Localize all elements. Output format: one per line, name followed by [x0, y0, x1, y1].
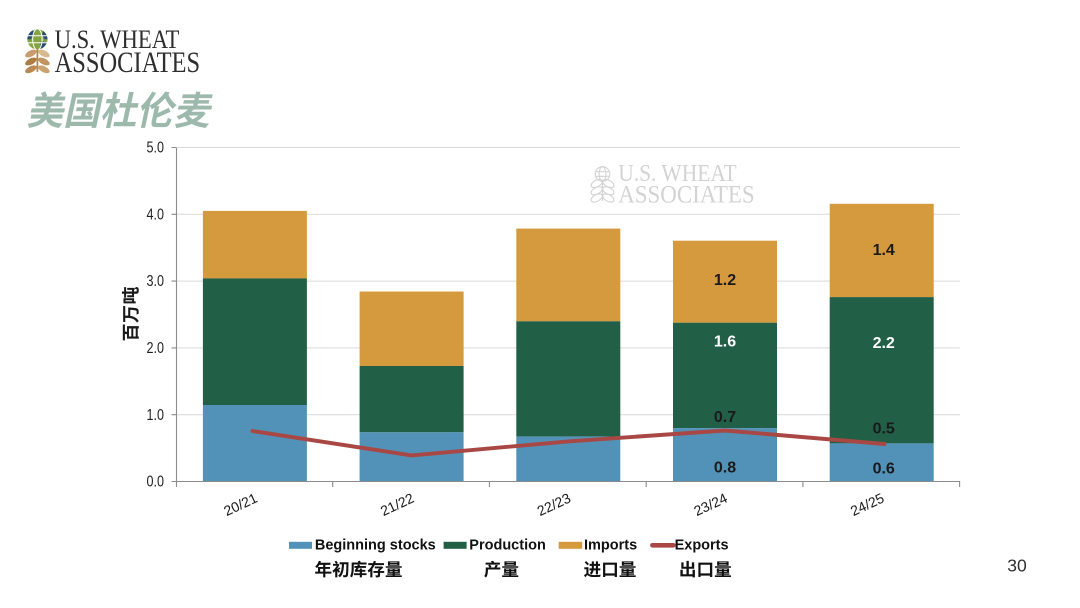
svg-text:30: 30 — [1007, 556, 1027, 576]
svg-text:1.2: 1.2 — [714, 272, 736, 289]
svg-text:1.4: 1.4 — [873, 242, 895, 259]
svg-text:5.0: 5.0 — [147, 140, 165, 157]
svg-text:0.6: 0.6 — [873, 460, 895, 477]
svg-text:2.0: 2.0 — [147, 340, 165, 357]
svg-text:1.6: 1.6 — [714, 333, 736, 350]
svg-text:U.S. WHEAT: U.S. WHEAT — [55, 24, 180, 54]
svg-text:1.0: 1.0 — [147, 407, 165, 424]
svg-text:0.5: 0.5 — [873, 420, 895, 437]
svg-text:2.2: 2.2 — [873, 335, 895, 352]
svg-text:U.S. WHEAT: U.S. WHEAT — [618, 161, 737, 187]
svg-text:4.0: 4.0 — [147, 206, 165, 223]
svg-text:22/23: 22/23 — [535, 490, 574, 519]
svg-text:Exports: Exports — [675, 537, 729, 553]
svg-text:21/22: 21/22 — [378, 490, 417, 519]
svg-text:23/24: 23/24 — [691, 490, 730, 519]
svg-text:20/21: 20/21 — [221, 490, 260, 519]
svg-text:ASSOCIATES: ASSOCIATES — [55, 47, 201, 79]
svg-text:0.0: 0.0 — [147, 474, 165, 491]
svg-text:0.7: 0.7 — [714, 409, 736, 426]
svg-text:24/25: 24/25 — [848, 490, 887, 519]
svg-text:Imports: Imports — [584, 537, 637, 553]
svg-text:3.0: 3.0 — [147, 273, 165, 290]
svg-text:ASSOCIATES: ASSOCIATES — [618, 180, 755, 209]
svg-text:Beginning stocks: Beginning stocks — [315, 537, 436, 553]
svg-text:0.8: 0.8 — [714, 460, 736, 477]
svg-text:Production: Production — [469, 537, 546, 553]
